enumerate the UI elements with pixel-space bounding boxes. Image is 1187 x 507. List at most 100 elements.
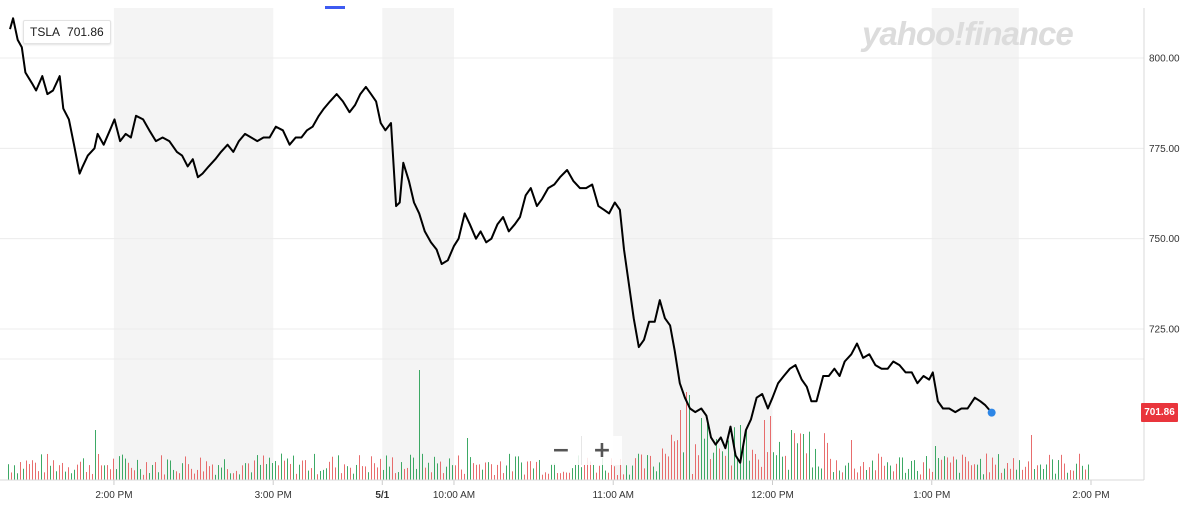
volume-bar-208 <box>632 465 633 480</box>
volume-bar-211 <box>641 454 642 480</box>
volume-bar-120 <box>368 472 369 480</box>
volume-bar-63 <box>197 469 198 480</box>
session-band-2 <box>613 8 773 480</box>
gridlines <box>0 57 1144 360</box>
volume-bar-121 <box>371 456 372 480</box>
volume-bar-194 <box>590 461 591 480</box>
volume-bar-191 <box>581 467 582 480</box>
volume-bar-198 <box>602 457 603 480</box>
volume-bar-132 <box>404 468 405 480</box>
volume-bar-338 <box>1022 469 1023 480</box>
volume-bar-271 <box>821 468 822 480</box>
volume-bar-175 <box>533 468 534 480</box>
volume-bar-313 <box>947 457 948 480</box>
volume-bar-87 <box>269 457 270 480</box>
volume-bar-155 <box>473 463 474 480</box>
volume-bar-341 <box>1031 435 1032 480</box>
volume-bar-32 <box>104 465 105 480</box>
volume-bar-105 <box>323 469 324 480</box>
volume-bar-135 <box>413 457 414 480</box>
volume-bar-251 <box>761 466 762 480</box>
volume-bar-81 <box>251 472 252 480</box>
volume-bar-197 <box>599 465 600 480</box>
volume-bar-13 <box>47 453 48 480</box>
volume-bar-18 <box>62 462 63 480</box>
last-price-dot[interactable] <box>987 408 996 417</box>
volume-bar-133 <box>407 467 408 480</box>
volume-bar-39 <box>125 458 126 480</box>
volume-bar-3 <box>17 473 18 480</box>
volume-bar-114 <box>350 467 351 480</box>
volume-bar-264 <box>800 433 801 480</box>
volume-bar-336 <box>1016 469 1017 480</box>
volume-bar-129 <box>395 473 396 480</box>
volume-bar-143 <box>437 463 438 480</box>
volume-bar-304 <box>920 474 921 480</box>
volume-bar-100 <box>308 470 309 480</box>
volume-bar-206 <box>626 465 627 480</box>
volume-bar-285 <box>863 461 864 480</box>
volume-bar-17 <box>59 465 60 480</box>
session-shading-bands <box>113 8 1019 480</box>
volume-bar-9 <box>35 462 36 480</box>
volume-bar-252 <box>764 420 765 480</box>
zoom-out-button[interactable]: − <box>551 438 571 463</box>
x-tick-label-4: 11:00 AM <box>592 490 634 501</box>
volume-bar-188 <box>572 468 573 480</box>
volume-bar-149 <box>455 465 456 480</box>
volume-bar-286 <box>866 469 867 480</box>
volume-bar-186 <box>566 472 567 480</box>
volume-bar-309 <box>935 446 936 480</box>
volume-bar-267 <box>809 431 810 480</box>
volume-bar-14 <box>50 465 51 480</box>
volume-bar-101 <box>311 468 312 480</box>
volume-bar-72 <box>224 459 225 480</box>
volume-bar-339 <box>1025 466 1026 480</box>
volume-bar-333 <box>1007 463 1008 480</box>
volume-bar-16 <box>56 471 57 480</box>
zoom-controls: − + <box>541 436 622 465</box>
volume-bar-241 <box>731 465 732 480</box>
volume-bar-138 <box>422 453 423 480</box>
volume-bar-123 <box>377 467 378 480</box>
volume-bar-4 <box>20 462 21 480</box>
volume-bar-253 <box>767 452 768 480</box>
volume-bar-308 <box>932 471 933 480</box>
volume-bar-6 <box>26 460 27 480</box>
volume-bar-329 <box>995 464 996 480</box>
volume-bar-268 <box>812 467 813 480</box>
volume-bar-150 <box>458 455 459 480</box>
volume-bar-276 <box>836 460 837 480</box>
volume-bar-110 <box>338 455 339 480</box>
volume-bar-182 <box>554 463 555 480</box>
volume-bar-230 <box>698 455 699 480</box>
top-selection-indicator <box>325 6 345 9</box>
volume-bar-181 <box>551 464 552 480</box>
volume-bar-170 <box>518 456 519 480</box>
volume-bar-145 <box>443 473 444 480</box>
volume-bar-266 <box>806 453 807 480</box>
volume-bar-300 <box>908 468 909 480</box>
volume-bar-307 <box>929 468 930 480</box>
volume-bar-77 <box>239 474 240 480</box>
volume-bar-334 <box>1010 468 1011 480</box>
volume-bar-269 <box>815 448 816 480</box>
volume-bar-254 <box>770 416 771 480</box>
volume-bar-122 <box>374 463 375 480</box>
volume-bar-168 <box>512 471 513 480</box>
ticker-label[interactable]: TSLA 701.86 <box>23 20 111 44</box>
volume-bar-68 <box>212 464 213 480</box>
volume-bar-108 <box>332 456 333 480</box>
volume-bar-179 <box>545 472 546 480</box>
volume-bar-293 <box>887 462 888 480</box>
volume-bar-21 <box>71 473 72 480</box>
volume-bar-116 <box>356 464 357 480</box>
volume-bar-127 <box>389 466 390 480</box>
volume-bar-229 <box>695 444 696 480</box>
zoom-in-button[interactable]: + <box>592 438 612 463</box>
volume-bar-262 <box>794 433 795 480</box>
volume-bar-22 <box>74 469 75 480</box>
volume-bar-355 <box>1073 470 1074 480</box>
volume-bar-90 <box>278 465 279 480</box>
